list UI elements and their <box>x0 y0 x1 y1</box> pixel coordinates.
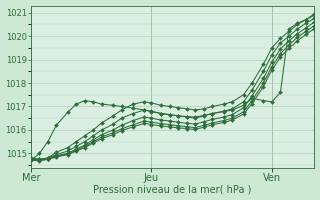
X-axis label: Pression niveau de la mer( hPa ): Pression niveau de la mer( hPa ) <box>93 184 252 194</box>
